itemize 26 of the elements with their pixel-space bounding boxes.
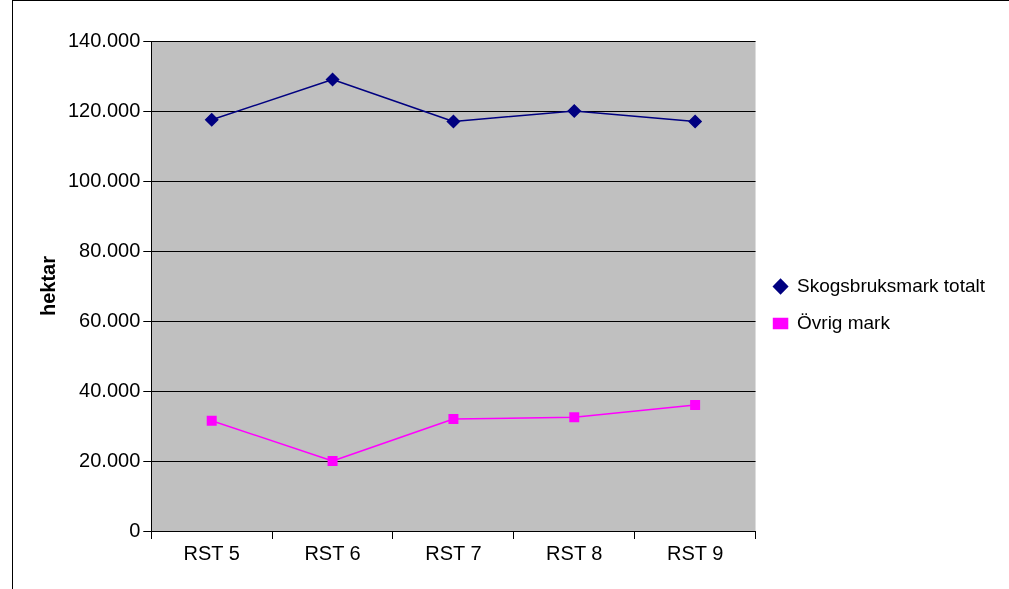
y-tick-label: 40.000: [79, 378, 141, 401]
point: [688, 114, 702, 129]
legend-label: Skogsbruksmark totalt: [797, 274, 986, 296]
point: [690, 400, 701, 410]
y-tick-label: 20.000: [79, 448, 141, 471]
y-tick-label: 60.000: [79, 308, 141, 331]
y-tick-label: 140.000: [68, 28, 141, 51]
point: [448, 414, 459, 424]
x-tick-label: RST 9: [666, 541, 724, 564]
y-tick-label: 0: [129, 518, 141, 541]
legend-label: Övrig mark: [797, 311, 891, 333]
x-tick-label: RST 8: [546, 541, 603, 564]
point: [206, 415, 217, 426]
y-axis-title: hektar: [36, 255, 59, 317]
point: [567, 104, 582, 118]
x-tick-label: RST 5: [183, 541, 240, 564]
point: [327, 456, 338, 466]
point: [569, 412, 580, 423]
x-tick-label: RST 6: [304, 541, 361, 564]
y-tick-label: 80.000: [79, 238, 141, 261]
point: [204, 113, 219, 127]
x-tick-label: RST 7: [425, 541, 482, 564]
point: [325, 72, 340, 87]
y-tick-label: 100.000: [68, 168, 141, 191]
y-tick-label: 120.000: [68, 98, 141, 121]
point: [446, 114, 461, 129]
